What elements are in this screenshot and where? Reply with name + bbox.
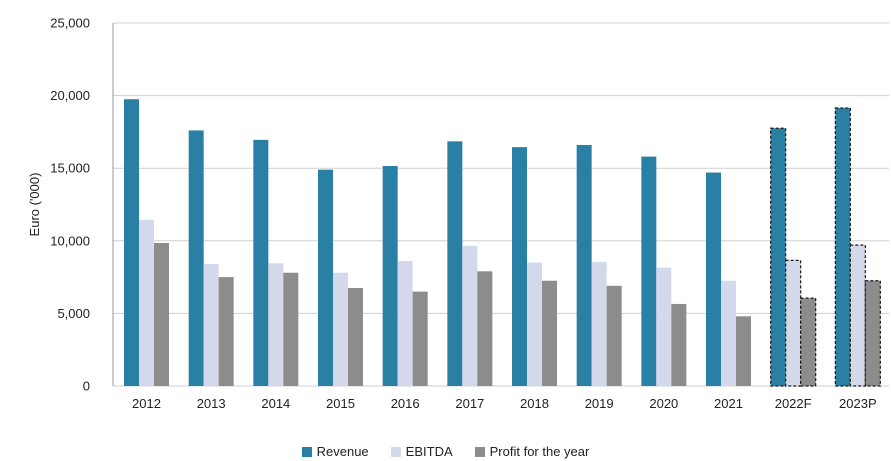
y-axis-label: Euro ('000) [27, 173, 42, 237]
legend-label-revenue: Revenue [316, 444, 369, 459]
bar-revenue-2017 [447, 141, 463, 386]
x-tick-label: 2018 [520, 396, 549, 411]
bar-ebitda-2014 [268, 263, 284, 386]
bar-ebitda-2018 [527, 262, 542, 386]
bar-profit-for-the-year-2022F [800, 297, 817, 387]
bar-profit-for-the-year-2020 [671, 303, 687, 386]
bar-profit-for-the-year-2017 [477, 271, 493, 386]
legend-item-ebitda: EBITDA [390, 444, 453, 459]
bar-revenue-2023P [834, 107, 851, 387]
bar-profit-for-the-year-2023P [864, 280, 881, 387]
bar-profit-for-the-year-2015 [348, 287, 363, 386]
bar-ebitda-2016 [397, 261, 413, 386]
bar-revenue-2018 [512, 147, 527, 386]
legend-label-profit: Profit for the year [489, 444, 590, 459]
chart-legend: Revenue EBITDA Profit for the year [0, 442, 891, 461]
x-tick-label: 2012 [132, 396, 161, 411]
x-tick-label: 2021 [714, 396, 743, 411]
x-tick-label: 2016 [391, 396, 420, 411]
bar-ebitda-2022F [785, 259, 802, 387]
y-tick-label: 15,000 [50, 161, 90, 176]
bar-profit-for-the-year-2016 [412, 291, 428, 386]
bar-ebitda-2021 [721, 280, 736, 386]
bar-ebitda-2023P [849, 244, 866, 387]
legend-label-ebitda: EBITDA [405, 444, 453, 459]
bar-revenue-2016 [382, 166, 398, 386]
legend-item-revenue: Revenue [301, 444, 369, 459]
bar-revenue-2020 [641, 156, 657, 386]
x-tick-label: 2022F [775, 396, 812, 411]
bar-revenue-2014 [253, 139, 269, 386]
bar-profit-for-the-year-2021 [736, 316, 751, 386]
bar-ebitda-2012 [139, 219, 154, 386]
bar-revenue-2015 [318, 169, 333, 386]
bar-revenue-2022F [770, 127, 787, 387]
bar-revenue-2013 [188, 130, 204, 386]
x-tick-label: 2014 [261, 396, 290, 411]
x-tick-label: 2019 [585, 396, 614, 411]
y-tick-label: 10,000 [50, 233, 90, 248]
bar-chart: 0 5,000 10,000 15,000 20,000 25,000 Euro ('000… [27, 16, 889, 411]
legend-item-profit: Profit for the year [474, 444, 590, 459]
bar-ebitda-2017 [462, 245, 478, 386]
y-tick-label: 25,000 [50, 16, 90, 31]
y-tick-label: 20,000 [50, 88, 90, 103]
bar-profit-for-the-year-2013 [218, 277, 234, 386]
y-tick-label: 0 [83, 379, 90, 394]
bar-profit-for-the-year-2018 [542, 280, 557, 386]
bar-profit-for-the-year-2012 [154, 242, 169, 386]
bar-profit-for-the-year-2019 [606, 285, 622, 386]
x-tick-label: 2013 [197, 396, 226, 411]
bar-revenue-2012 [124, 99, 139, 386]
bar-revenue-2021 [706, 172, 721, 386]
bar-ebitda-2019 [591, 261, 607, 386]
bar-revenue-2019 [576, 144, 592, 386]
legend-swatch-revenue [301, 446, 312, 457]
bar-profit-for-the-year-2014 [283, 272, 299, 386]
bar-ebitda-2015 [333, 272, 348, 386]
legend-swatch-ebitda [390, 446, 401, 457]
bar-ebitda-2020 [656, 267, 672, 386]
x-tick-label: 2015 [326, 396, 355, 411]
x-tick-label: 2020 [649, 396, 678, 411]
x-tick-label: 2023P [839, 396, 877, 411]
y-tick-label: 5,000 [57, 306, 90, 321]
bar-ebitda-2013 [203, 264, 219, 386]
x-tick-label: 2017 [455, 396, 484, 411]
legend-swatch-profit [474, 446, 485, 457]
